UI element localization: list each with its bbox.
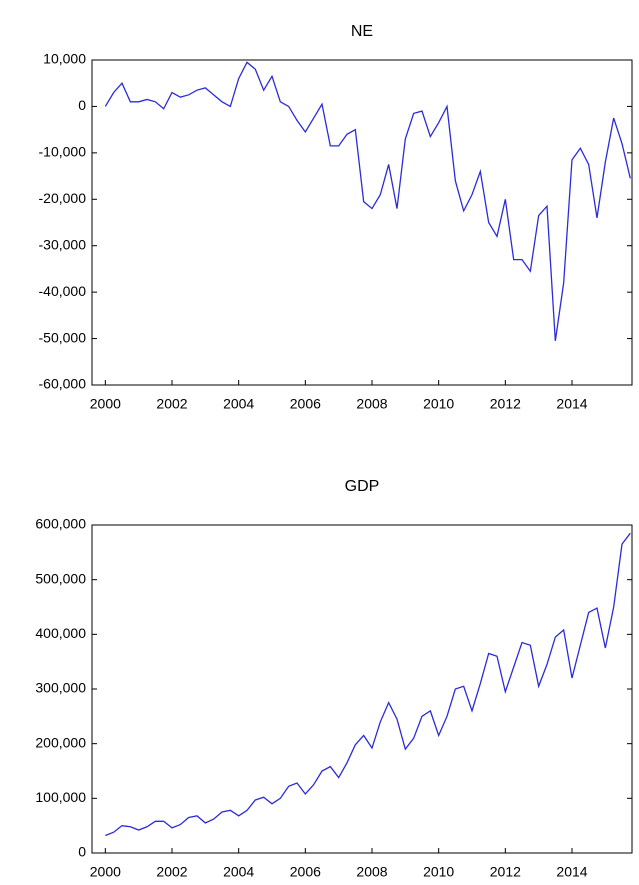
x-tick-label: 2004	[223, 396, 254, 412]
y-tick-label: -10,000	[39, 144, 87, 160]
x-tick-label: 2012	[490, 396, 521, 412]
x-tick-label: 2000	[90, 864, 121, 880]
x-tick-label: 2012	[490, 864, 521, 880]
y-tick-label: -60,000	[39, 376, 87, 392]
x-tick-label: 2008	[356, 396, 387, 412]
y-tick-label: 0	[78, 844, 86, 860]
plot-frame	[91, 524, 633, 854]
x-tick-label: 2004	[223, 864, 254, 880]
x-tick-label: 2010	[423, 864, 454, 880]
x-tick-label: 2008	[356, 864, 387, 880]
y-tick-label: 300,000	[35, 680, 86, 696]
y-tick-label: -20,000	[39, 190, 87, 206]
y-tick-label: -30,000	[39, 236, 87, 252]
chart-title: GDP	[345, 478, 380, 495]
data-line	[104, 61, 631, 341]
y-tick-label: 500,000	[35, 570, 86, 586]
x-tick-label: 2002	[156, 864, 187, 880]
x-tick-label: 2010	[423, 396, 454, 412]
y-tick-label: 100,000	[35, 789, 86, 805]
y-tick-label: 10,000	[43, 51, 86, 67]
y-tick-label: -40,000	[39, 283, 87, 299]
data-line	[105, 532, 631, 837]
x-tick-label: 2002	[156, 396, 187, 412]
y-tick-label: 200,000	[35, 734, 86, 750]
x-tick-label: 2006	[290, 396, 321, 412]
chart-title: NE	[351, 23, 373, 40]
x-tick-label: 2014	[556, 396, 587, 412]
plot-frame	[91, 59, 633, 386]
x-tick-label: 2006	[290, 864, 321, 880]
y-tick-label: 0	[78, 97, 86, 113]
y-tick-label: 400,000	[35, 625, 86, 641]
y-tick-label: -50,000	[39, 329, 87, 345]
y-tick-label: 600,000	[35, 516, 86, 532]
x-tick-label: 2014	[556, 864, 587, 880]
x-tick-label: 2000	[90, 396, 121, 412]
